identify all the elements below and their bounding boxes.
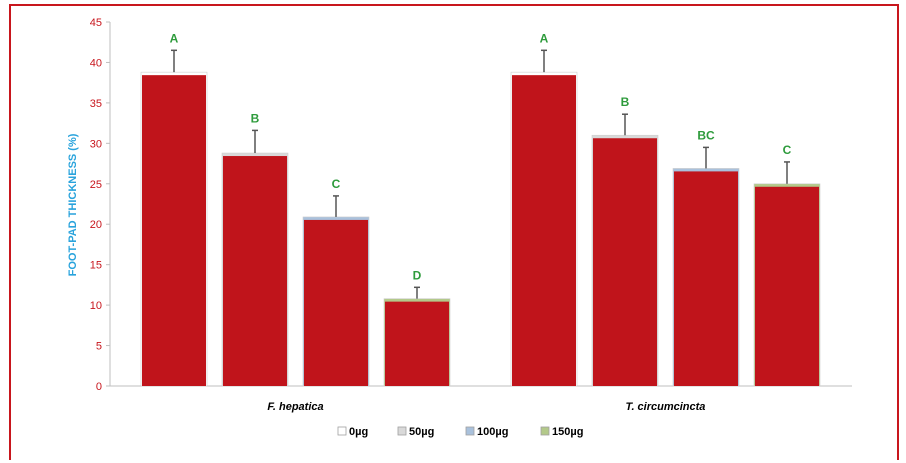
significance-letter: A [170, 31, 179, 45]
bar [512, 75, 576, 386]
x-category-label: T. circumcincta [626, 401, 706, 413]
significance-letter: D [413, 268, 422, 282]
x-category-label: F. hepatica [267, 401, 323, 413]
legend-label: 100µg [477, 426, 508, 438]
y-tick-label: 20 [90, 219, 102, 231]
bar [674, 171, 738, 386]
legend-label: 150µg [552, 426, 583, 438]
bar [142, 75, 206, 386]
significance-letter: BC [697, 128, 715, 142]
x-axis-categories: F. hepatica T. circumcincta [267, 401, 705, 413]
significance-letter: C [783, 143, 792, 157]
bar [385, 301, 449, 386]
legend-label: 50µg [409, 426, 434, 438]
y-tick-label: 40 [90, 57, 102, 69]
legend-swatch [540, 426, 550, 436]
legend-swatch [397, 426, 407, 436]
y-tick-label: 10 [90, 300, 102, 312]
y-tick-label: 30 [90, 138, 102, 150]
y-tick-label: 45 [90, 17, 102, 29]
bar [223, 156, 287, 386]
significance-letter: A [540, 31, 549, 45]
legend-swatch [465, 426, 475, 436]
y-tick-label: 15 [90, 260, 102, 272]
y-tick-label: 0 [96, 381, 102, 393]
y-tick-label: 25 [90, 179, 102, 191]
y-tick-label: 5 [96, 341, 102, 353]
y-axis-label: FOOT-PAD THICKNESS (%) [67, 133, 79, 276]
significance-letter: B [621, 95, 630, 109]
significance-letter: C [332, 177, 341, 191]
legend: 0µg 50µg 100µg 150µg [337, 426, 583, 438]
significance-letter: B [251, 111, 260, 125]
legend-label: 0µg [349, 426, 368, 438]
bar [755, 186, 819, 386]
y-tick-label: 35 [90, 98, 102, 110]
bar [304, 219, 368, 386]
chart-frame [9, 4, 899, 460]
bar [593, 138, 657, 386]
legend-swatch [337, 426, 347, 436]
